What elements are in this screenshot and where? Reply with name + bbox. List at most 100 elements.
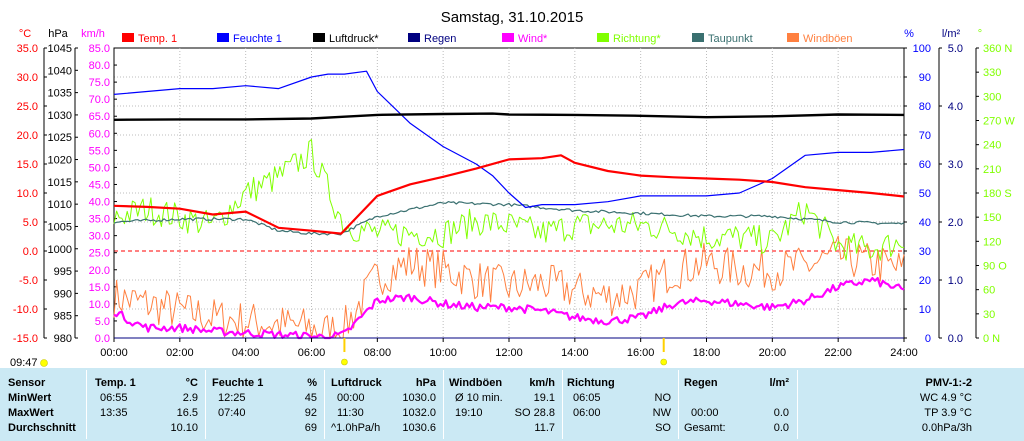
gusts-max: SO 28.8 xyxy=(514,407,555,419)
x-tick-label: 06:00 xyxy=(298,347,326,359)
wind-tick-label: 40.0 xyxy=(89,197,110,209)
series-taupunkt xyxy=(113,201,905,236)
series-wind xyxy=(113,277,905,340)
row-label-max: MaxWert xyxy=(8,407,54,419)
temp-tick-label: 25.0 xyxy=(17,101,38,113)
humidity-tick-label: 90 xyxy=(919,72,931,84)
pressure-trend: ^1.0hPa/h xyxy=(331,422,381,434)
weather-chart: Samstag, 31.10.2015 Temp. 1 Feuchte 1 Luft… xyxy=(10,9,1015,368)
right-axes: 10090807060504030201005.04.03.02.01.00.0… xyxy=(903,43,1015,345)
pressure-min: 1030.0 xyxy=(402,392,436,404)
x-tick-label: 18:00 xyxy=(693,347,721,359)
humidity-tick-label: 50 xyxy=(919,188,931,200)
wind-tick-label: 15.0 xyxy=(89,282,110,294)
wind-tick-label: 10.0 xyxy=(89,299,110,311)
wind-tick-label: 60.0 xyxy=(89,128,110,140)
x-tick-label: 02:00 xyxy=(166,347,194,359)
rain-total-label: Gesamt: xyxy=(684,422,726,434)
wind-tick-label: 85.0 xyxy=(89,43,110,55)
current-time: 09:47 xyxy=(10,357,38,368)
legend-label: Luftdruck* xyxy=(329,33,379,45)
legend: Temp. 1 Feuchte 1 Luftdruck* Regen Wind* Rich… xyxy=(122,33,853,45)
pressure-tick-label: 985 xyxy=(54,311,72,323)
wind-tick-label: 20.0 xyxy=(89,265,110,277)
x-tick-label: 10:00 xyxy=(429,347,457,359)
grid xyxy=(114,48,904,338)
sun-icon xyxy=(40,359,48,367)
temp-tick-label: 35.0 xyxy=(17,43,38,55)
temp-unit: °C xyxy=(185,377,198,389)
legend-label: Windböen xyxy=(803,33,853,45)
direction-header: Richtung xyxy=(567,377,615,389)
pressure-tick-label: 980 xyxy=(54,333,72,345)
direction-tick-label: 0 N xyxy=(983,333,1000,345)
gusts-header: Windböen xyxy=(449,377,503,389)
wind-tick-label: 75.0 xyxy=(89,77,110,89)
temp-max: 16.5 xyxy=(176,407,198,419)
humidity-max-time: 07:40 xyxy=(218,407,246,419)
x-tick-label: 16:00 xyxy=(627,347,655,359)
legend-swatch xyxy=(787,33,799,42)
wind-tick-label: 65.0 xyxy=(89,111,110,123)
legend-label: Temp. 1 xyxy=(138,33,177,45)
wind-tick-label: 5.0 xyxy=(95,316,110,328)
x-tick-label: 04:00 xyxy=(232,347,260,359)
humidity-min: 45 xyxy=(304,392,317,404)
x-tick-label: 24:00 xyxy=(890,347,918,359)
direction-tick-label: 210 xyxy=(983,164,1001,176)
humidity-header: Feuchte 1 xyxy=(212,377,264,389)
legend-swatch xyxy=(502,33,514,42)
legend-label: Taupunkt xyxy=(708,33,753,45)
pmv-header: PMV-1:-2 xyxy=(925,377,972,389)
humidity-min-time: 12:25 xyxy=(218,392,246,404)
pressure-tick-label: 1035 xyxy=(48,88,72,100)
axis-titles: °C hPa km/h % l/m² ° xyxy=(19,28,982,40)
rain-tick-label: 1.0 xyxy=(948,275,963,287)
pressure-avg: 1030.6 xyxy=(402,422,436,434)
humidity-tick-label: 100 xyxy=(913,43,931,55)
temp-tick-label: -15.0 xyxy=(13,333,38,345)
rain-tick-label: 5.0 xyxy=(948,43,963,55)
temp-tick-label: 5.0 xyxy=(23,217,38,229)
pressure-tick-label: 1000 xyxy=(48,244,72,256)
temp-avg: 10.10 xyxy=(170,422,198,434)
temp-max-time: 13:35 xyxy=(100,407,128,419)
temp-min-time: 06:55 xyxy=(100,392,128,404)
rain-max: 0.0 xyxy=(773,407,789,419)
gusts-avg10: 19.1 xyxy=(533,392,555,404)
humidity-axis-unit: % xyxy=(904,28,914,40)
legend-swatch xyxy=(408,33,420,42)
rain-tick-label: 3.0 xyxy=(948,159,963,171)
pressure-tick-label: 995 xyxy=(54,266,72,278)
sun-marker-icon xyxy=(660,358,668,366)
direction-tick-label: 330 xyxy=(983,67,1001,79)
x-tick-label: 22:00 xyxy=(824,347,852,359)
humidity-tick-label: 80 xyxy=(919,101,931,113)
legend-swatch xyxy=(597,33,609,42)
row-label-sensor: Sensor xyxy=(8,377,46,389)
pmv-trend: 0.0hPa/3h xyxy=(921,422,972,434)
humidity-unit: % xyxy=(307,377,317,389)
wind-tick-label: 25.0 xyxy=(89,248,110,260)
temp-tick-label: -5.0 xyxy=(19,275,38,287)
pressure-tick-label: 1005 xyxy=(48,221,72,233)
rain-header: Regen xyxy=(684,377,718,389)
temp-min: 2.9 xyxy=(182,392,198,404)
gusts-unit: km/h xyxy=(529,377,555,389)
pressure-max-time: 11:30 xyxy=(337,407,364,419)
direction-tick-label: 360 N xyxy=(983,43,1012,55)
rain-tick-label: 0.0 xyxy=(948,333,963,345)
wind-tick-label: 70.0 xyxy=(89,94,110,106)
legend-label: Feuchte 1 xyxy=(233,33,282,45)
temp-axis-unit: °C xyxy=(19,28,31,40)
x-tick-label: 08:00 xyxy=(364,347,392,359)
pmv-dewpoint: TP 3.9 °C xyxy=(924,407,972,419)
direction-tick-label: 300 xyxy=(983,91,1001,103)
legend-swatch xyxy=(692,33,704,42)
temp-tick-label: 20.0 xyxy=(17,130,38,142)
series-windb-en xyxy=(113,235,905,339)
pressure-tick-label: 1015 xyxy=(48,177,72,189)
x-tick-label: 14:00 xyxy=(561,347,589,359)
series-richtung xyxy=(113,139,905,261)
time-markers xyxy=(341,338,668,366)
